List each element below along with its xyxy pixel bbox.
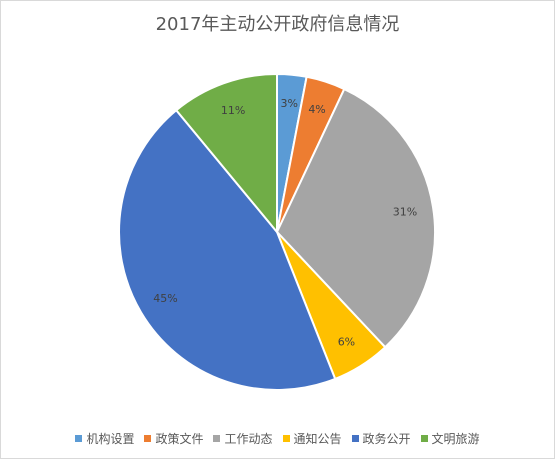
legend-swatch bbox=[282, 435, 290, 442]
legend-swatch bbox=[144, 435, 152, 442]
legend-swatch bbox=[213, 435, 221, 442]
legend-item-jigou: 机构设置 bbox=[75, 430, 134, 447]
pie-slice-2 bbox=[275, 87, 436, 349]
legend-swatch bbox=[420, 435, 428, 442]
data-label-2: 31% bbox=[393, 206, 417, 219]
legend-item-tongzhi: 通知公告 bbox=[282, 430, 342, 447]
legend-label: 政务公开 bbox=[362, 432, 411, 446]
data-label-3: 6% bbox=[338, 335, 355, 348]
legend-label: 机构设置 bbox=[86, 432, 135, 446]
chart-title: 2017年主动公开政府信息情况 bbox=[155, 14, 400, 35]
legend-item-wenming: 文明旅游 bbox=[420, 430, 480, 447]
legend-swatch bbox=[75, 435, 83, 442]
data-label-4: 45% bbox=[153, 292, 177, 305]
legend-item-gongzuo: 工作动态 bbox=[213, 430, 273, 447]
legend-label: 通知公告 bbox=[293, 432, 342, 446]
legend-item-zhengce: 政策文件 bbox=[144, 430, 203, 447]
data-label-0: 3% bbox=[280, 97, 297, 110]
data-label-1: 4% bbox=[308, 103, 325, 116]
data-label-5: 11% bbox=[221, 104, 245, 117]
legend: 机构设置 政策文件 工作动态 通知公告 政务公开 文明旅游 bbox=[0, 430, 555, 447]
pie-slice-4 bbox=[118, 108, 337, 391]
legend-label: 工作动态 bbox=[224, 432, 273, 446]
legend-item-zhengwu: 政务公开 bbox=[351, 430, 411, 447]
legend-label: 政策文件 bbox=[155, 432, 204, 446]
legend-label: 文明旅游 bbox=[431, 432, 480, 446]
legend-swatch bbox=[351, 435, 359, 442]
pie-slice-5 bbox=[174, 72, 278, 235]
